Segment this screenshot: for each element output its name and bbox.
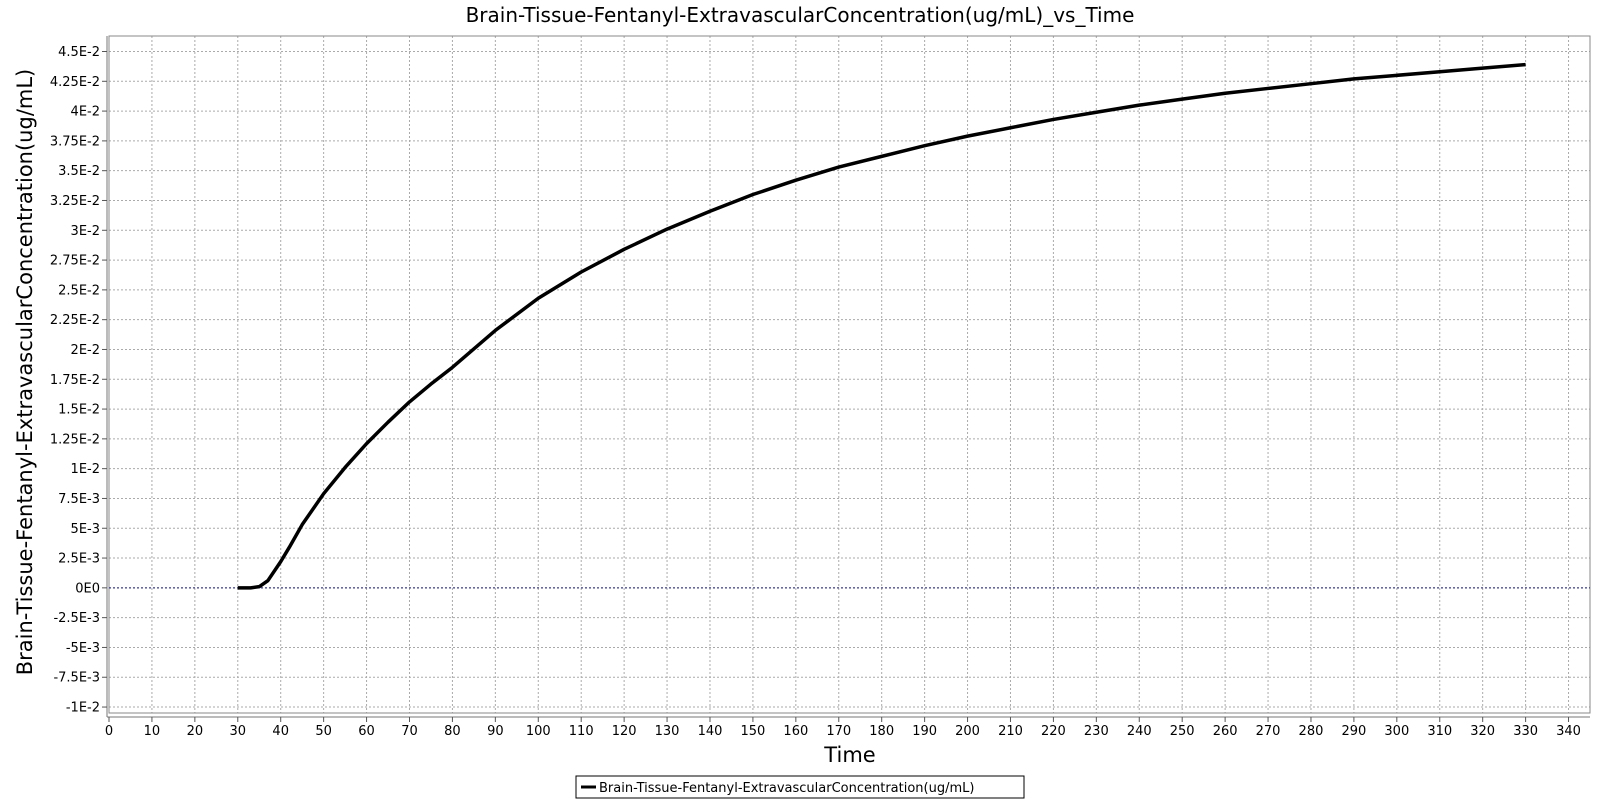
x-tick-label: 60 (358, 724, 375, 739)
y-tick-label: 2.25E-2 (50, 313, 100, 328)
grid (108, 36, 1590, 713)
x-tick-label: 170 (826, 724, 851, 739)
y-tick-label: -5E-3 (66, 641, 100, 656)
y-tick-label: 2.5E-3 (58, 552, 100, 567)
y-tick-label: 5E-3 (71, 522, 100, 537)
y-tick-label: 3.25E-2 (50, 194, 100, 209)
x-tick-label: 10 (144, 724, 161, 739)
x-tick-label: 270 (1256, 724, 1281, 739)
x-tick-label: 90 (487, 724, 504, 739)
x-tick-label: 120 (612, 724, 637, 739)
x-tick-label: 20 (187, 724, 204, 739)
y-tick-label: -1E-2 (66, 701, 100, 716)
x-tick-label: 150 (740, 724, 765, 739)
series (237, 62, 1526, 590)
y-tick-label: 3.5E-2 (58, 164, 100, 179)
x-tick-label: 330 (1513, 724, 1538, 739)
x-tick-label: 260 (1213, 724, 1238, 739)
x-tick-label: 280 (1299, 724, 1324, 739)
x-tick-label: 300 (1384, 724, 1409, 739)
legend-label: Brain-Tissue-Fentanyl-ExtravascularConce… (599, 781, 974, 796)
x-tick-label: 310 (1427, 724, 1452, 739)
series-line (237, 62, 1526, 590)
y-tick-label: 4.25E-2 (50, 75, 100, 90)
y-tick-label: 1E-2 (71, 462, 100, 477)
y-tick-label: -7.5E-3 (53, 671, 100, 686)
x-tick-label: 340 (1556, 724, 1581, 739)
x-tick-label: 110 (569, 724, 594, 739)
x-tick-label: 80 (444, 724, 461, 739)
x-axis-label: Time (823, 743, 875, 767)
x-tick-label: 180 (869, 724, 894, 739)
x-tick-label: 140 (698, 724, 723, 739)
y-tick-label: 4.5E-2 (58, 45, 100, 60)
x-tick-label: 160 (783, 724, 808, 739)
y-tick-label: 2.75E-2 (50, 254, 100, 269)
plot-area (109, 36, 1590, 713)
plot-border (108, 35, 1591, 714)
y-tick-label: -2.5E-3 (53, 611, 100, 626)
y-tick-label: 3.75E-2 (50, 134, 100, 149)
x-tick-label: 290 (1341, 724, 1366, 739)
y-axis: -1E-2 -7.5E-3 -5E-3 -2.5E-3 0E0 2.5E-3 5E-3 7.5… (50, 36, 108, 717)
x-tick-label: 320 (1470, 724, 1495, 739)
y-tick-label: 2.5E-2 (58, 283, 100, 298)
x-tick-label: 100 (526, 724, 551, 739)
x-tick-label: 0 (105, 724, 113, 739)
y-tick-label: 1.25E-2 (50, 432, 100, 447)
legend-box (575, 775, 1025, 799)
y-tick-label: 2E-2 (71, 343, 100, 358)
x-tick-label: 50 (315, 724, 332, 739)
y-tick-label: 4E-2 (71, 105, 100, 120)
y-tick-label: 1.75E-2 (50, 373, 100, 388)
x-tick-label: 190 (912, 724, 937, 739)
y-axis-label: Brain-Tissue-Fentanyl-ExtravascularConce… (13, 69, 37, 676)
y-tick-label: 0E0 (75, 581, 100, 596)
x-tick-label: 70 (401, 724, 418, 739)
y-tick-label: 1.5E-2 (58, 403, 100, 418)
x-tick-label: 130 (655, 724, 680, 739)
x-axis: 0 10 20 30 40 50 60 70 80 90 100 110 120 130 140 150 160… (105, 716, 1590, 739)
x-tick-label: 210 (998, 724, 1023, 739)
legend: Brain-Tissue-Fentanyl-ExtravascularConce… (575, 775, 1025, 799)
x-tick-label: 30 (230, 724, 247, 739)
y-tick-label: 3E-2 (71, 224, 100, 239)
x-tick-label: 230 (1084, 724, 1109, 739)
x-tick-label: 250 (1170, 724, 1195, 739)
x-tick-label: 240 (1127, 724, 1152, 739)
x-tick-label: 220 (1041, 724, 1066, 739)
chart-title: Brain-Tissue-Fentanyl-ExtravascularConce… (466, 3, 1135, 27)
x-tick-label: 200 (955, 724, 980, 739)
y-tick-label: 7.5E-3 (58, 492, 100, 507)
x-tick-label: 40 (272, 724, 289, 739)
